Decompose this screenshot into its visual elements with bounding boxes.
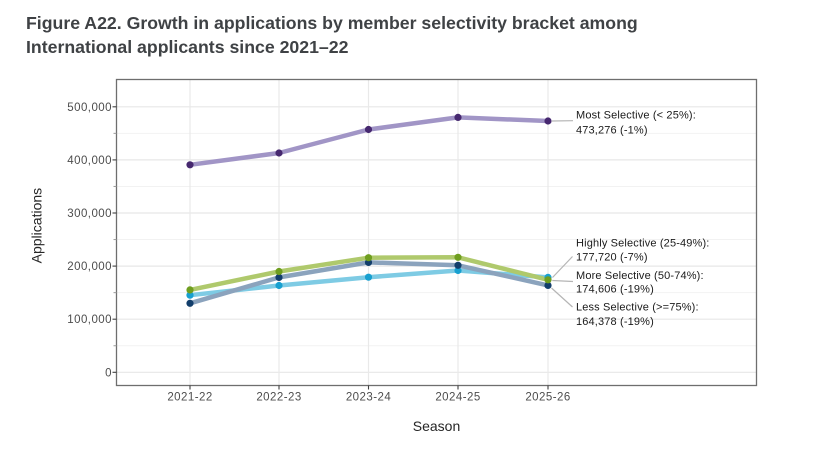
svg-text:2025-26: 2025-26 [525, 392, 570, 404]
svg-text:200,000: 200,000 [67, 261, 112, 273]
svg-text:Highly Selective (25-49%):: Highly Selective (25-49%): [576, 238, 710, 250]
svg-text:300,000: 300,000 [67, 208, 112, 220]
svg-text:International applicants since: International applicants since 2021–22 [26, 37, 349, 57]
svg-text:2023-24: 2023-24 [346, 392, 392, 404]
svg-text:Applications: Applications [29, 188, 45, 264]
svg-text:2024-25: 2024-25 [435, 392, 480, 404]
svg-text:Most Selective (< 25%):: Most Selective (< 25%): [576, 109, 696, 121]
svg-text:2021-22: 2021-22 [167, 392, 212, 404]
svg-text:100,000: 100,000 [67, 314, 112, 326]
svg-text:164,378 (-19%): 164,378 (-19%) [576, 316, 654, 328]
svg-text:174,606 (-19%): 174,606 (-19%) [576, 284, 654, 296]
svg-text:Season: Season [413, 418, 460, 434]
svg-text:0: 0 [105, 367, 112, 379]
svg-text:177,720 (-7%): 177,720 (-7%) [576, 251, 648, 263]
svg-text:Figure A22. Growth in applicat: Figure A22. Growth in applications by me… [26, 13, 638, 33]
svg-text:More Selective (50-74%):: More Selective (50-74%): [576, 270, 704, 282]
svg-text:400,000: 400,000 [67, 155, 112, 167]
svg-text:500,000: 500,000 [67, 102, 112, 114]
svg-text:Less Selective (>=75%):: Less Selective (>=75%): [576, 302, 699, 314]
svg-text:2022-23: 2022-23 [256, 392, 301, 404]
svg-text:473,276 (-1%): 473,276 (-1%) [576, 124, 648, 136]
